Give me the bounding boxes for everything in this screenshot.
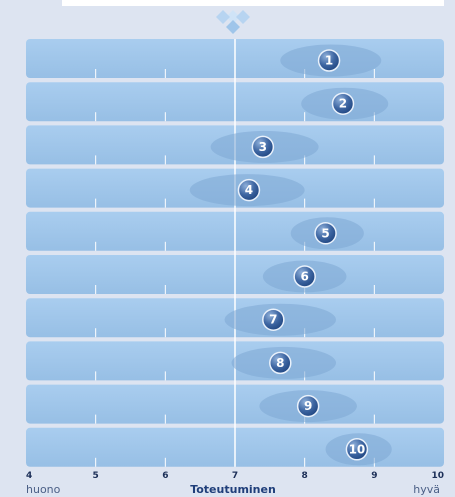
value-badge-label: 5 xyxy=(321,226,329,240)
value-badge-label: 9 xyxy=(304,399,312,413)
x-tick-label: 9 xyxy=(371,471,377,481)
value-badge xyxy=(317,49,341,72)
x-tick-label: 5 xyxy=(93,471,99,481)
value-badge xyxy=(314,222,337,245)
value-badge xyxy=(262,308,285,331)
value-badge-label: 8 xyxy=(276,356,284,370)
value-badge xyxy=(269,351,292,375)
x-max-label: hyvä xyxy=(413,483,440,496)
x-tick-label: 8 xyxy=(302,471,308,481)
value-badge xyxy=(251,135,275,159)
range-ellipses xyxy=(189,44,392,466)
x-axis-title: Toteutuminen xyxy=(190,483,276,496)
x-min-label: huono xyxy=(26,483,61,496)
diamond-cluster-icon xyxy=(216,10,250,34)
value-badge-label: 3 xyxy=(259,140,267,154)
x-tick-label: 4 xyxy=(26,471,32,481)
value-badge xyxy=(296,394,320,418)
value-badge xyxy=(345,438,369,461)
value-badge xyxy=(331,92,355,115)
x-tick-label: 7 xyxy=(232,471,238,481)
value-badge-label: 10 xyxy=(349,442,366,456)
x-tick-label: 10 xyxy=(431,471,444,481)
value-badge-label: 6 xyxy=(300,270,308,284)
value-badge-label: 4 xyxy=(245,183,253,197)
x-tick-labels: 4 5 6 7 8 9 10 xyxy=(26,471,444,481)
value-badge-label: 7 xyxy=(269,313,277,327)
value-badge-label: 2 xyxy=(339,97,347,111)
value-badge-label: 1 xyxy=(325,54,333,68)
value-badges: 1 2 3 4 5 6 7 8 9 10 xyxy=(237,49,369,461)
value-badge xyxy=(293,265,316,288)
top-strip xyxy=(62,0,444,6)
value-badge xyxy=(237,178,261,202)
x-tick-label: 6 xyxy=(162,471,168,481)
